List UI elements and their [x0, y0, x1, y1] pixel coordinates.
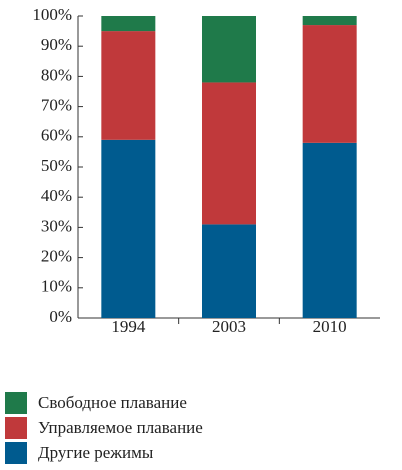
- x-tick-label: 2003: [212, 317, 246, 336]
- y-tick-label: 80%: [41, 65, 72, 84]
- y-tick-label: 90%: [41, 35, 72, 54]
- y-tick-label: 50%: [41, 156, 72, 175]
- legend-swatch: [5, 392, 27, 414]
- y-tick-label: 0%: [49, 307, 72, 326]
- bar-segment: [101, 31, 156, 140]
- x-tick-label: 2010: [313, 317, 347, 336]
- bar-segment: [202, 82, 256, 225]
- legend-label: Другие режимы: [38, 443, 154, 462]
- y-tick-label: 100%: [32, 5, 72, 24]
- bar-segment: [202, 16, 256, 83]
- y-tick-label: 20%: [41, 247, 72, 266]
- y-tick-label: 70%: [41, 96, 72, 115]
- bar-segment: [302, 142, 357, 318]
- x-tick-label: 1994: [111, 317, 146, 336]
- y-tick-label: 10%: [41, 277, 72, 296]
- legend-label: Управляемое плавание: [38, 418, 203, 437]
- legend-swatch: [5, 417, 27, 439]
- legend-swatch: [5, 442, 27, 464]
- bar-segment: [202, 224, 256, 318]
- legend-label: Свободное плавание: [38, 393, 187, 412]
- bar-segment: [302, 25, 357, 143]
- bar-segment: [101, 16, 156, 32]
- bar-segment: [101, 139, 156, 318]
- y-tick-label: 40%: [41, 186, 72, 205]
- y-tick-label: 60%: [41, 126, 72, 145]
- y-tick-label: 30%: [41, 216, 72, 235]
- bar-segment: [302, 16, 357, 26]
